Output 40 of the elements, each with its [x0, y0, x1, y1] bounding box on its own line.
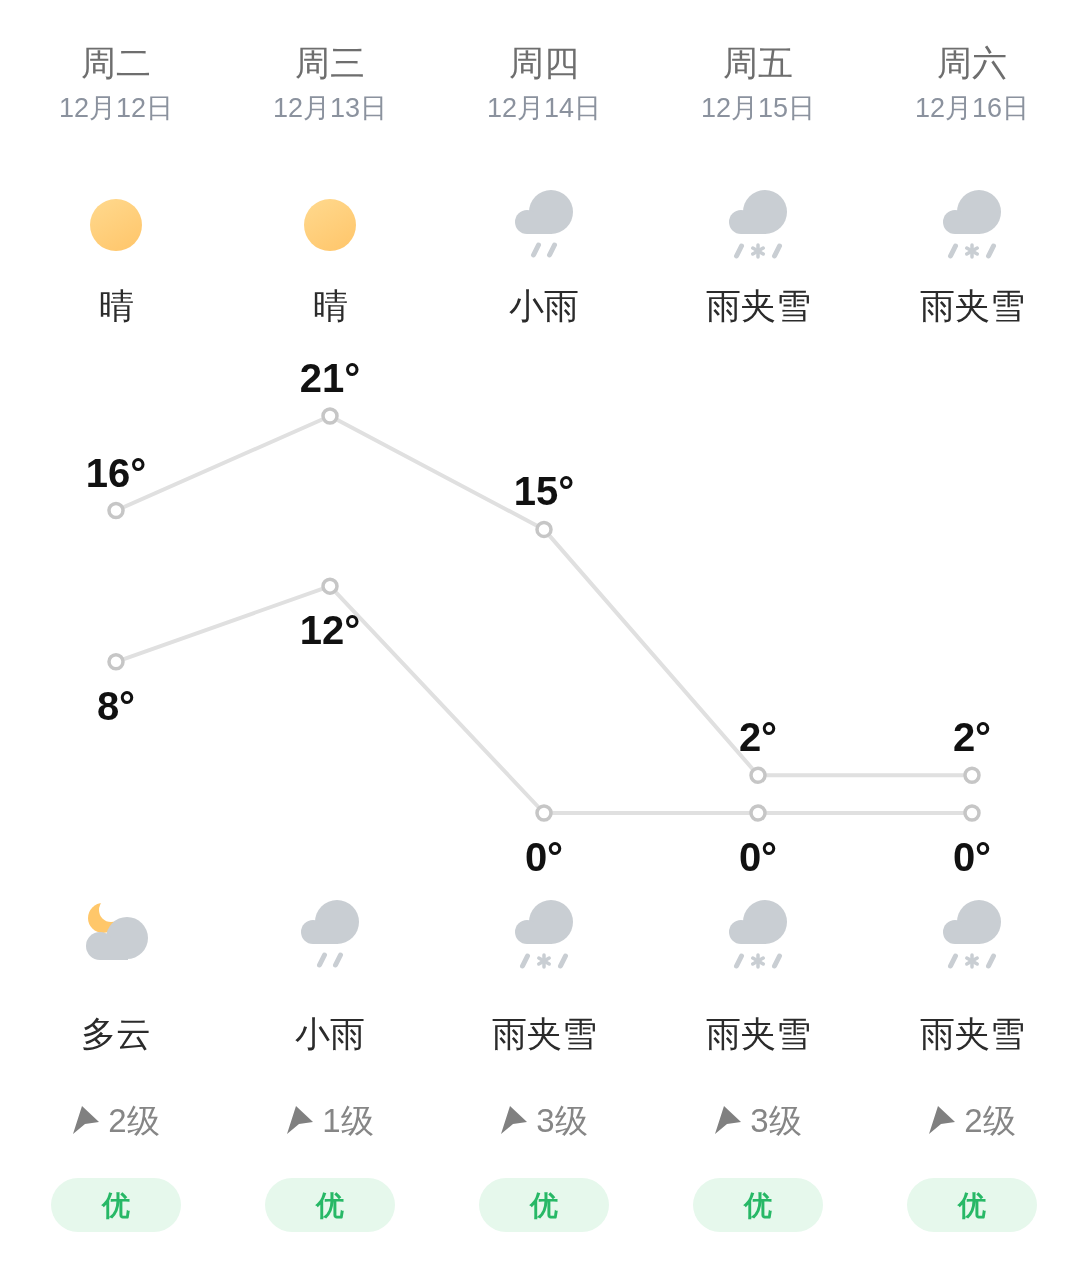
annotation: 优	[316, 1189, 344, 1221]
annotation: 优	[958, 1189, 986, 1221]
annotation: 2级	[108, 1101, 160, 1139]
data-label: 2°	[738, 715, 778, 760]
data-label: 8°	[96, 683, 136, 728]
annotation: 优	[744, 1189, 772, 1221]
annotation: 雨夹雪	[705, 285, 811, 325]
data-label: 2°	[952, 715, 992, 760]
annotation: 1级	[322, 1101, 374, 1139]
annotation: 小雨	[295, 1013, 365, 1053]
data-label: 16°	[85, 450, 147, 495]
annotation: 2级	[964, 1101, 1016, 1139]
annotation: 3级	[536, 1101, 588, 1139]
data-label: 0°	[524, 835, 564, 879]
annotation: 12月12日	[58, 93, 174, 123]
data-label: 21°	[299, 356, 361, 400]
annotation: 小雨	[509, 285, 579, 325]
data-label: 15°	[513, 469, 575, 514]
data-label: 12°	[299, 608, 361, 653]
annotation: 晴	[98, 285, 134, 325]
category: 周五	[723, 42, 793, 82]
annotation: 雨夹雪	[705, 1013, 811, 1053]
data-label: 0°	[738, 835, 778, 879]
annotation: 12月16日	[914, 93, 1030, 123]
annotation: 雨夹雪	[919, 285, 1025, 325]
category: 周三	[295, 42, 365, 82]
data-label: 0°	[952, 835, 992, 879]
category: 周四	[509, 42, 579, 82]
annotation: 3级	[750, 1101, 802, 1139]
annotation: 雨夹雪	[919, 1013, 1025, 1053]
annotation: 12月15日	[700, 93, 816, 123]
annotation: 12月13日	[272, 93, 388, 123]
annotation: 多云	[81, 1013, 151, 1053]
annotation: 雨夹雪	[491, 1013, 597, 1053]
annotation: 优	[102, 1189, 130, 1221]
category: 周二	[81, 42, 151, 82]
annotation: 12月14日	[486, 93, 602, 123]
annotation: 晴	[312, 285, 348, 325]
annotation: 优	[530, 1189, 558, 1221]
category: 周六	[937, 42, 1007, 82]
